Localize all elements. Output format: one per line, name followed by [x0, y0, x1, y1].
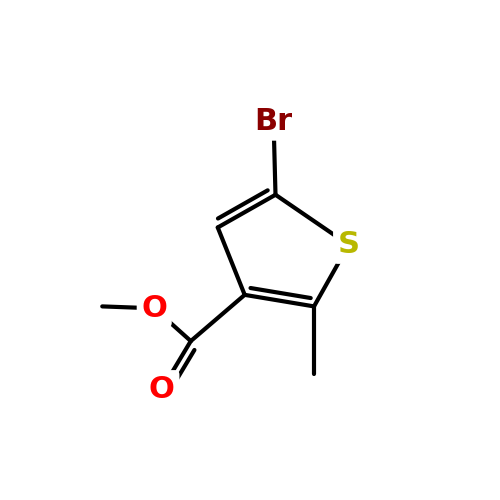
Text: O: O [149, 374, 175, 404]
Text: O: O [142, 294, 167, 323]
Text: S: S [338, 230, 359, 260]
Text: Br: Br [254, 107, 292, 136]
